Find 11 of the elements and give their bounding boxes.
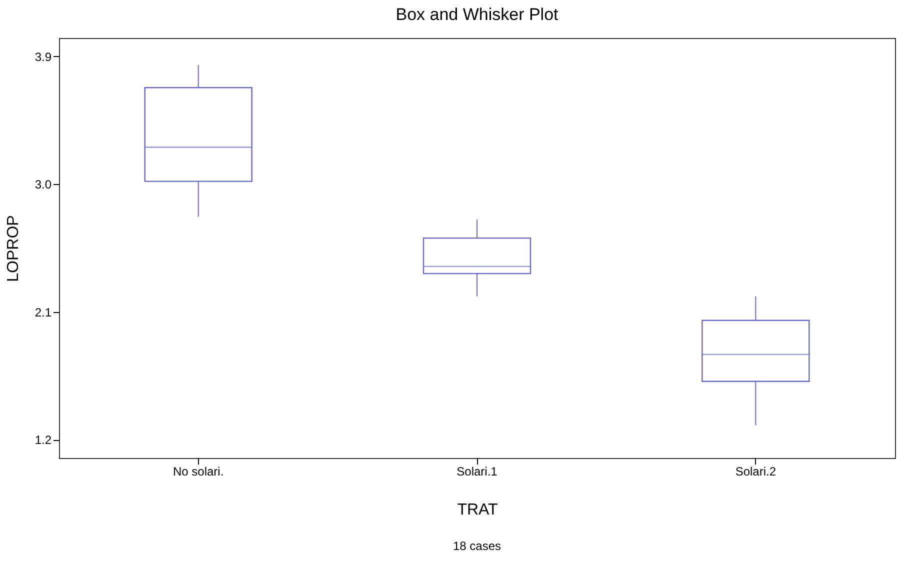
x-tick-label: Solari.1 bbox=[456, 464, 498, 478]
y-tick-label: 2.1 bbox=[34, 305, 52, 320]
chart-title: Box and Whisker Plot bbox=[396, 5, 559, 24]
x-tick-label: Solari.2 bbox=[735, 464, 776, 478]
x-axis-title: TRAT bbox=[457, 502, 498, 518]
y-tick-label: 3.9 bbox=[34, 50, 52, 64]
x-tick-label: No solari. bbox=[172, 464, 224, 478]
y-axis-title: LOPROP bbox=[4, 215, 22, 282]
text: 18 cases bbox=[452, 539, 502, 553]
y-tick-label: 1.2 bbox=[34, 433, 52, 448]
y-tick-label: 3.0 bbox=[34, 178, 52, 192]
